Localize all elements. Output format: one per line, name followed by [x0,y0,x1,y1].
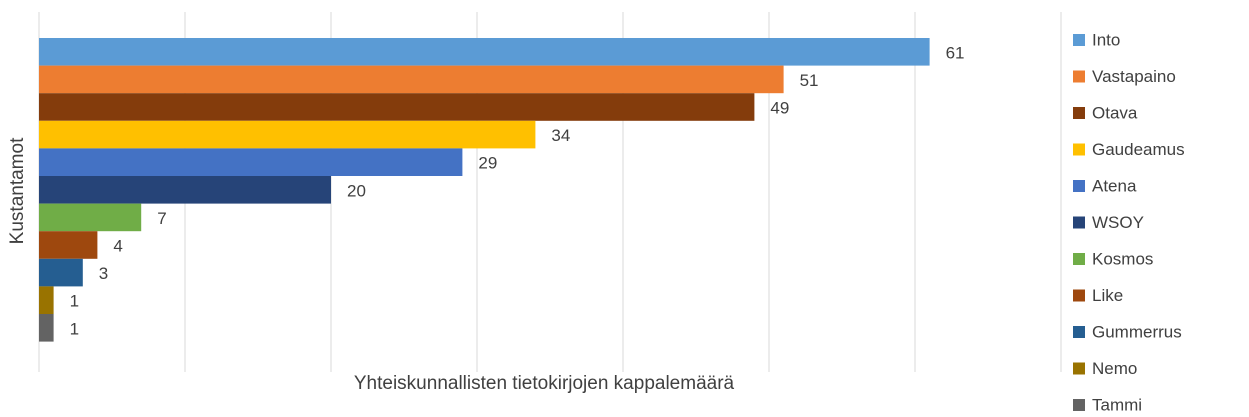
data-label: 4 [113,236,122,255]
legend-swatch [1073,34,1085,46]
data-label: 61 [946,43,965,62]
legend-swatch [1073,289,1085,302]
data-label: 29 [478,154,497,173]
data-label: 20 [347,181,366,200]
data-label: 1 [70,292,79,311]
x-axis-label: Yhteiskunnallisten tietokirjojen kappale… [354,373,735,394]
bar [39,231,98,259]
data-label: 34 [551,126,570,145]
data-label: 49 [770,98,789,117]
data-label: 3 [99,264,108,283]
legend-swatch [1073,180,1085,192]
data-label: 7 [157,209,166,228]
legend-swatch [1073,399,1085,411]
legend-swatch [1073,216,1085,229]
bar [39,93,755,121]
legend-swatch [1073,326,1085,338]
bar [39,314,54,342]
legend-label: Otava [1092,103,1138,122]
legend-label: Vastapaino [1092,67,1176,86]
legend-label: Gaudeamus [1092,140,1185,159]
legend-label: Like [1092,286,1123,305]
data-label: 1 [70,319,79,338]
legend-label: Tammi [1092,395,1142,414]
data-label: 51 [800,71,819,90]
legend-label: Nemo [1092,359,1137,378]
legend-label: Atena [1092,176,1137,195]
bar [39,65,784,94]
bar [39,258,83,287]
bar [39,203,142,232]
legend-label: Kosmos [1092,249,1153,268]
legend-swatch [1073,70,1085,83]
legend-swatch [1073,107,1085,119]
y-axis-label: Kustantamot [7,137,28,244]
legend-swatch [1073,362,1085,375]
legend-swatch [1073,253,1085,265]
bar [39,148,463,176]
legend-swatch [1073,143,1085,156]
legend-label: Into [1092,30,1120,49]
bar [39,286,54,314]
legend-label: WSOY [1092,213,1144,232]
bar [39,38,930,66]
bar [39,120,536,149]
legend-label: Gummerrus [1092,322,1182,341]
bar [39,176,331,204]
